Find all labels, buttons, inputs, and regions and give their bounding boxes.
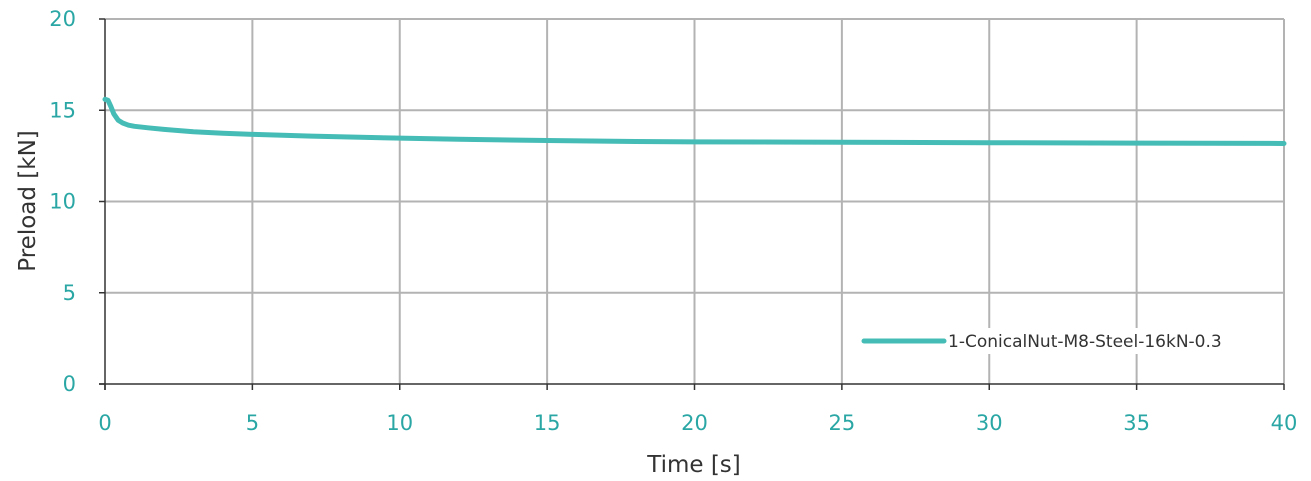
axes [99, 19, 1284, 390]
tick-labels: 0 5 10 15 20 25 30 35 40 0 5 10 15 20 [49, 7, 1297, 435]
x-tick-label-5: 25 [829, 411, 856, 435]
x-tick-label-7: 35 [1123, 411, 1150, 435]
x-tick-label-8: 40 [1271, 411, 1298, 435]
y-tick-label-4: 20 [49, 7, 76, 31]
x-tick-label-4: 20 [681, 411, 708, 435]
y-tick-label-3: 15 [49, 98, 76, 122]
legend: 1-ConicalNut-M8-Steel-16kN-0.3 [858, 328, 1276, 354]
y-tick-label-2: 10 [49, 190, 76, 214]
x-tick-label-0: 0 [98, 411, 111, 435]
series-lines [102, 96, 1287, 146]
legend-label-0: 1-ConicalNut-M8-Steel-16kN-0.3 [948, 332, 1222, 352]
y-tick-label-1: 5 [63, 281, 76, 305]
y-axis-title: Preload [kN] [15, 130, 41, 272]
grid [105, 18, 1285, 384]
series-line-0 [102, 96, 1287, 146]
x-tick-label-1: 5 [246, 411, 259, 435]
x-tick-label-3: 15 [534, 411, 561, 435]
x-axis-title: Time [s] [646, 452, 741, 478]
x-tick-label-6: 30 [976, 411, 1003, 435]
y-tick-label-0: 0 [63, 372, 76, 396]
x-tick-label-2: 10 [386, 411, 413, 435]
